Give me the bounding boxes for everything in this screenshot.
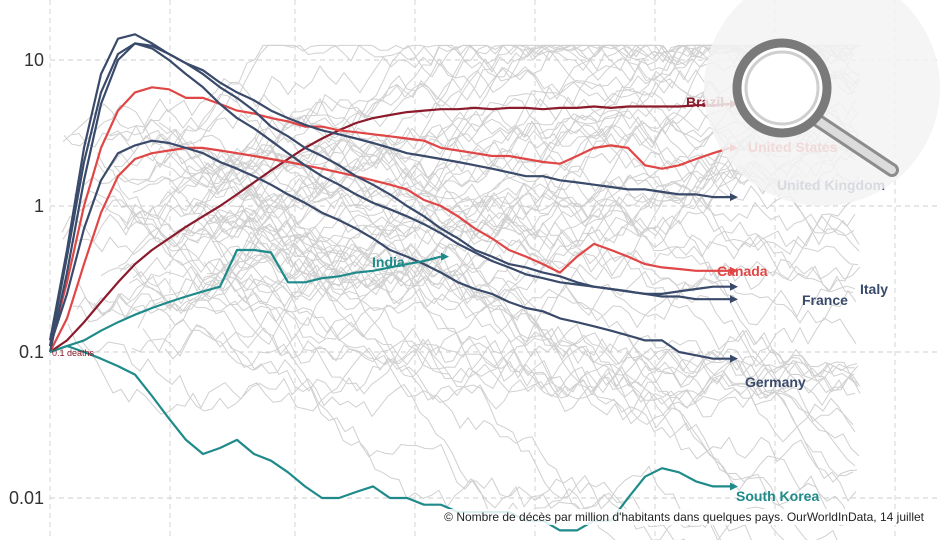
series-arrow-icon (441, 252, 449, 261)
y-tick-label: 0.1 (19, 342, 44, 362)
background-series-line (170, 237, 860, 457)
source-credit: © Nombre de décès par million d'habitant… (442, 509, 926, 525)
background-series-line (159, 144, 857, 291)
series-arrow-icon (730, 266, 738, 275)
background-series-line (206, 273, 856, 443)
background-series-line (227, 149, 861, 394)
background-series-line (132, 253, 854, 346)
series-arrow-icon (730, 193, 738, 202)
background-series-line (227, 221, 861, 395)
series-line-brazil (49, 102, 731, 353)
background-series-line (102, 147, 856, 315)
series-line-germany (48, 139, 730, 360)
background-series-line (61, 113, 855, 266)
background-series-line (96, 152, 858, 483)
series-label-germany: Germany (745, 374, 806, 390)
background-series-line (73, 150, 859, 387)
background-series-line (150, 133, 856, 383)
background-series-line (100, 253, 854, 426)
background-series-line (119, 263, 857, 413)
background-series-line (80, 340, 858, 415)
series-label-south-korea: South Korea (736, 488, 819, 504)
series-line-canada (49, 146, 730, 353)
start-annotation: 0.1 deaths (52, 348, 95, 358)
series-line-south-korea (49, 344, 730, 532)
background-series-line (78, 283, 616, 540)
background-series-line (185, 199, 859, 394)
series-line-india (49, 248, 442, 354)
y-tick-label: 10 (24, 50, 44, 70)
background-series-line (164, 258, 854, 394)
y-tick-label: 1 (34, 196, 44, 216)
background-series-line (246, 186, 856, 467)
series-layer (48, 33, 738, 532)
y-tick-label: 0.01 (9, 488, 44, 508)
series-label-canada: Canada (717, 263, 768, 279)
series-line-france (48, 42, 730, 353)
background-series-line (67, 323, 719, 540)
series-arrow-icon (730, 295, 738, 304)
series-label-india: India (372, 254, 405, 270)
background-series-line (142, 118, 856, 293)
series-arrow-icon (730, 354, 738, 363)
background-series-line (234, 205, 860, 523)
series-arrow-icon (730, 282, 738, 291)
background-series-line (176, 243, 838, 540)
y-axis-ticks: 10 1 0.1 0.01 (9, 50, 44, 508)
background-series-line (194, 176, 860, 262)
magnifier-icon (704, 0, 940, 206)
background-series-line (142, 177, 856, 353)
background-series-line (104, 199, 752, 540)
series-arrow-icon (730, 482, 738, 491)
series-label-france: France (802, 292, 848, 308)
background-series-line (245, 239, 808, 540)
series-label-italy: Italy (860, 281, 888, 297)
series-line-united-states (48, 86, 731, 347)
background-series-line (109, 129, 855, 269)
